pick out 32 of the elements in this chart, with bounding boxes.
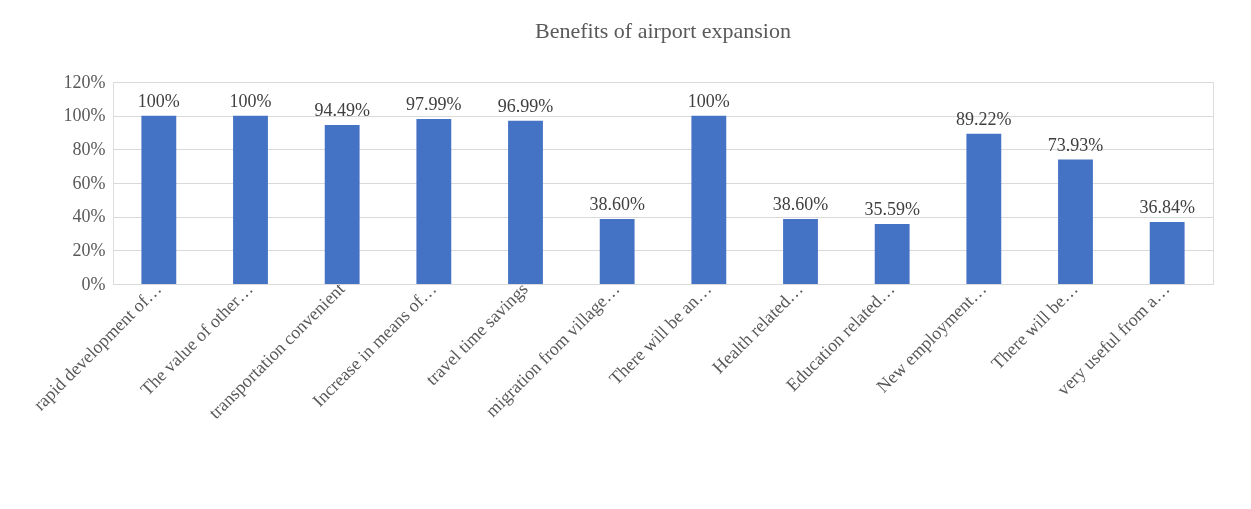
y-tick-label: 20%	[72, 239, 106, 260]
bar	[599, 219, 635, 284]
data-label: 35.59%	[864, 199, 920, 220]
data-label: 73.93%	[1047, 134, 1104, 155]
bar	[141, 115, 177, 284]
data-label: 94.49%	[314, 99, 370, 120]
bar	[324, 124, 360, 284]
bar	[1058, 159, 1093, 284]
data-label: 97.99%	[406, 94, 462, 115]
bar	[966, 133, 1002, 284]
y-tick-label: 100%	[63, 105, 106, 126]
y-tick-label: 80%	[72, 138, 106, 159]
bar	[1149, 221, 1185, 284]
y-tick-label: 60%	[72, 172, 106, 193]
y-tick-label: 0%	[81, 273, 106, 294]
data-label: 100%	[687, 90, 730, 111]
data-label: 100%	[137, 90, 180, 111]
data-label: 38.60%	[589, 194, 645, 215]
bar	[691, 115, 727, 284]
bar	[874, 224, 910, 284]
bar	[508, 120, 543, 284]
bar	[416, 119, 452, 284]
data-label: 89.22%	[956, 108, 1012, 129]
y-tick-label: 120%	[63, 71, 106, 92]
data-label: 100%	[229, 90, 272, 111]
data-label: 38.60%	[772, 194, 829, 215]
data-label: 96.99%	[497, 95, 554, 116]
data-label: 36.84%	[1139, 196, 1195, 217]
bar	[233, 115, 268, 284]
chart-title: Benefits of airport expansion	[535, 18, 791, 43]
bar	[783, 219, 818, 284]
y-tick-label: 40%	[72, 206, 106, 227]
